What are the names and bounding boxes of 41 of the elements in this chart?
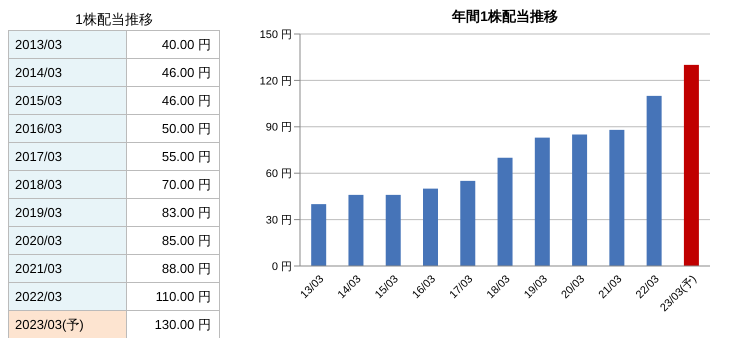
y-tick-label: 120 円 (260, 75, 292, 88)
text: 88.00 円 (162, 260, 211, 276)
category-label: 2019/03 (8, 198, 126, 226)
bar (534, 138, 550, 266)
text: 83.00 円 (162, 204, 211, 220)
category-label: 2021/03 (8, 254, 126, 282)
y-tick-label: 30 円 (266, 214, 292, 227)
bar (348, 194, 364, 266)
text: 55.00 円 (162, 148, 211, 164)
y-tick-label: 60 円 (266, 168, 292, 180)
category-label: 2015/03 (8, 86, 126, 114)
bar (423, 188, 438, 266)
bar (572, 134, 588, 266)
text: 85.00 円 (162, 232, 211, 248)
category-label: 2014/03 (8, 58, 126, 86)
text: 130.00 円 (154, 316, 211, 332)
category-label: 2023/03(予) (8, 310, 126, 338)
category-label: 2016/03 (8, 114, 126, 142)
bar (684, 64, 699, 266)
text: 50.00 円 (162, 120, 211, 136)
text: 46.00 円 (162, 92, 211, 108)
category-label: 2017/03 (8, 142, 126, 170)
y-tick-label: 150 円 (260, 28, 292, 41)
bar (386, 194, 401, 266)
text: 46.00 円 (162, 64, 211, 80)
bar (311, 204, 326, 266)
text: 40.00 円 (162, 36, 211, 52)
text: 110.00 円 (156, 288, 211, 304)
chart-title: 年間1株配当推移 (450, 8, 559, 26)
category-label: 2013/03 (8, 30, 126, 58)
bar (460, 180, 476, 266)
bar (646, 96, 662, 266)
category-label: 2018/03 (8, 170, 126, 198)
text: 70.00 円 (162, 176, 211, 192)
category-label: 2020/03 (8, 226, 126, 254)
text: 1株配当推移 (74, 10, 154, 29)
bar (609, 130, 624, 266)
y-tick-label: 0 円 (272, 260, 292, 273)
y-tick-label: 90 円 (266, 122, 292, 134)
category-label: 2022/03 (8, 282, 126, 310)
bar (498, 158, 513, 266)
